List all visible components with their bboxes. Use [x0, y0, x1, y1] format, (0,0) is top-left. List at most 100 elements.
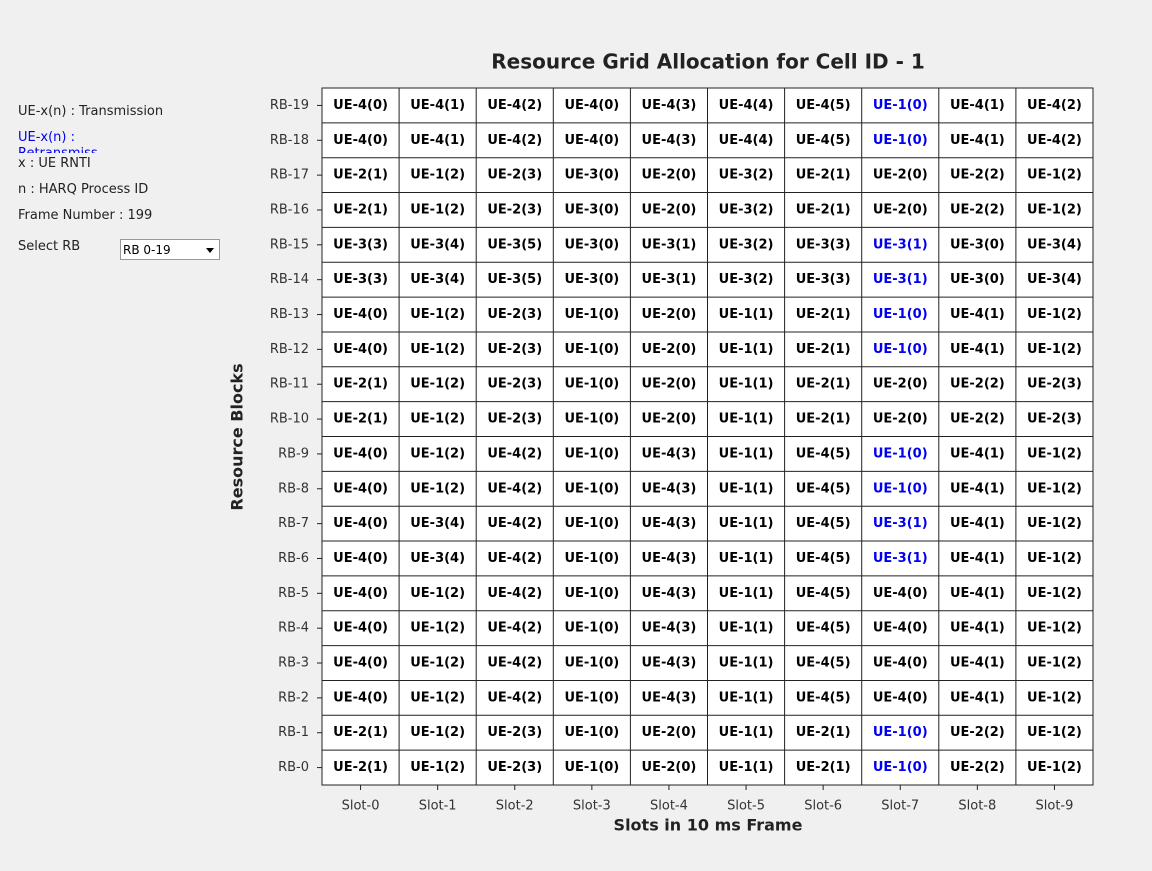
cell-label: UE-1(2) [410, 760, 465, 775]
cell-label: UE-1(2) [1027, 656, 1082, 671]
cell-label: UE-4(5) [796, 98, 851, 113]
y-tick-label: RB-7 [278, 516, 309, 531]
cell-label: UE-3(4) [410, 516, 465, 531]
y-tick-label: RB-4 [278, 621, 309, 636]
cell-label: UE-3(0) [950, 272, 1005, 287]
y-tick-label: RB-12 [270, 342, 309, 357]
cell-label: UE-2(1) [333, 725, 388, 740]
cell-label: UE-3(4) [1027, 237, 1082, 252]
cell-label: UE-2(1) [796, 168, 851, 183]
cell-label: UE-4(2) [487, 133, 542, 148]
cell-label: UE-2(1) [333, 760, 388, 775]
cell-label: UE-4(5) [796, 690, 851, 705]
cell-label: UE-3(3) [333, 272, 388, 287]
cell-label: UE-2(2) [950, 377, 1005, 392]
cell-label: UE-2(0) [873, 377, 928, 392]
cell-label: UE-4(2) [487, 481, 542, 496]
cell-label: UE-1(0) [873, 98, 928, 113]
cell-label: UE-2(1) [796, 760, 851, 775]
cell-label: UE-4(1) [950, 551, 1005, 566]
x-tick-label: Slot-3 [573, 799, 611, 814]
cell-label: UE-2(3) [487, 202, 542, 217]
cell-label: UE-1(0) [873, 760, 928, 775]
cell-label: UE-2(1) [796, 725, 851, 740]
cell-label: UE-4(5) [796, 481, 851, 496]
cell-label: UE-4(3) [642, 481, 697, 496]
cell-label: UE-1(2) [1027, 307, 1082, 322]
cell-label: UE-3(4) [410, 272, 465, 287]
cell-label: UE-1(1) [719, 377, 774, 392]
cell-label: UE-1(2) [410, 307, 465, 322]
cell-label: UE-2(2) [950, 168, 1005, 183]
cell-label: UE-4(3) [642, 656, 697, 671]
cell-label: UE-4(5) [796, 551, 851, 566]
rb-dropdown[interactable]: RB 0-19 [120, 239, 220, 260]
cell-label: UE-2(0) [642, 760, 697, 775]
cell-label: UE-2(3) [487, 412, 542, 427]
cell-label: UE-4(2) [487, 551, 542, 566]
cell-label: UE-1(1) [719, 342, 774, 357]
cell-label: UE-2(2) [950, 725, 1005, 740]
x-tick-label: Slot-6 [804, 799, 842, 814]
cell-label: UE-4(0) [333, 307, 388, 322]
cell-label: UE-2(3) [487, 307, 542, 322]
cell-label: UE-2(3) [487, 342, 542, 357]
cell-label: UE-4(3) [642, 690, 697, 705]
cell-label: UE-2(0) [873, 168, 928, 183]
cell-label: UE-1(2) [1027, 516, 1082, 531]
cell-label: UE-1(2) [1027, 690, 1082, 705]
cell-label: UE-1(0) [873, 446, 928, 461]
x-axis-label: Slots in 10 ms Frame [614, 816, 803, 835]
cell-label: UE-4(0) [564, 98, 619, 113]
cell-label: UE-1(0) [564, 621, 619, 636]
cell-label: UE-1(0) [564, 760, 619, 775]
cell-label: UE-1(1) [719, 656, 774, 671]
y-tick-label: RB-5 [278, 586, 309, 601]
cell-label: UE-2(0) [642, 377, 697, 392]
cell-label: UE-1(2) [410, 342, 465, 357]
cell-label: UE-4(3) [642, 621, 697, 636]
y-axis-label: Resource Blocks [228, 363, 247, 510]
cell-label: UE-1(2) [410, 377, 465, 392]
cell-label: UE-4(5) [796, 656, 851, 671]
cell-label: UE-2(2) [950, 202, 1005, 217]
y-tick-label: RB-19 [270, 98, 309, 113]
cell-label: UE-1(2) [410, 168, 465, 183]
cell-label: UE-4(2) [487, 446, 542, 461]
cell-label: UE-2(0) [642, 725, 697, 740]
cell-label: UE-4(0) [873, 621, 928, 636]
y-tick-label: RB-10 [270, 412, 309, 427]
cell-label: UE-4(5) [796, 446, 851, 461]
cell-label: UE-2(0) [642, 168, 697, 183]
cell-label: UE-4(0) [873, 586, 928, 601]
cell-label: UE-1(2) [1027, 481, 1082, 496]
cell-label: UE-1(2) [1027, 551, 1082, 566]
cell-label: UE-4(2) [487, 690, 542, 705]
cell-label: UE-3(4) [1027, 272, 1082, 287]
cell-label: UE-1(1) [719, 307, 774, 322]
cell-label: UE-3(1) [642, 272, 697, 287]
cell-label: UE-3(4) [410, 551, 465, 566]
cell-label: UE-4(4) [719, 98, 774, 113]
cell-label: UE-1(2) [410, 202, 465, 217]
cell-label: UE-2(0) [642, 202, 697, 217]
cell-label: UE-1(1) [719, 760, 774, 775]
cell-label: UE-3(1) [642, 237, 697, 252]
cell-label: UE-4(1) [950, 586, 1005, 601]
cell-label: UE-1(1) [719, 725, 774, 740]
cell-label: UE-3(5) [487, 272, 542, 287]
cell-label: UE-3(2) [719, 168, 774, 183]
cell-label: UE-4(0) [873, 690, 928, 705]
cell-label: UE-4(0) [333, 690, 388, 705]
legend-item: UE-x(n) : Retransmission [18, 130, 98, 153]
cell-label: UE-1(1) [719, 586, 774, 601]
legend-item: n : HARQ Process ID [18, 182, 149, 197]
x-tick-label: Slot-7 [881, 799, 919, 814]
cell-label: UE-4(0) [333, 481, 388, 496]
cell-label: UE-4(0) [333, 342, 388, 357]
cell-label: UE-1(0) [564, 481, 619, 496]
cell-label: UE-1(0) [564, 516, 619, 531]
dropdown-value[interactable]: RB 0-19 [123, 243, 171, 257]
cell-label: UE-4(0) [564, 133, 619, 148]
